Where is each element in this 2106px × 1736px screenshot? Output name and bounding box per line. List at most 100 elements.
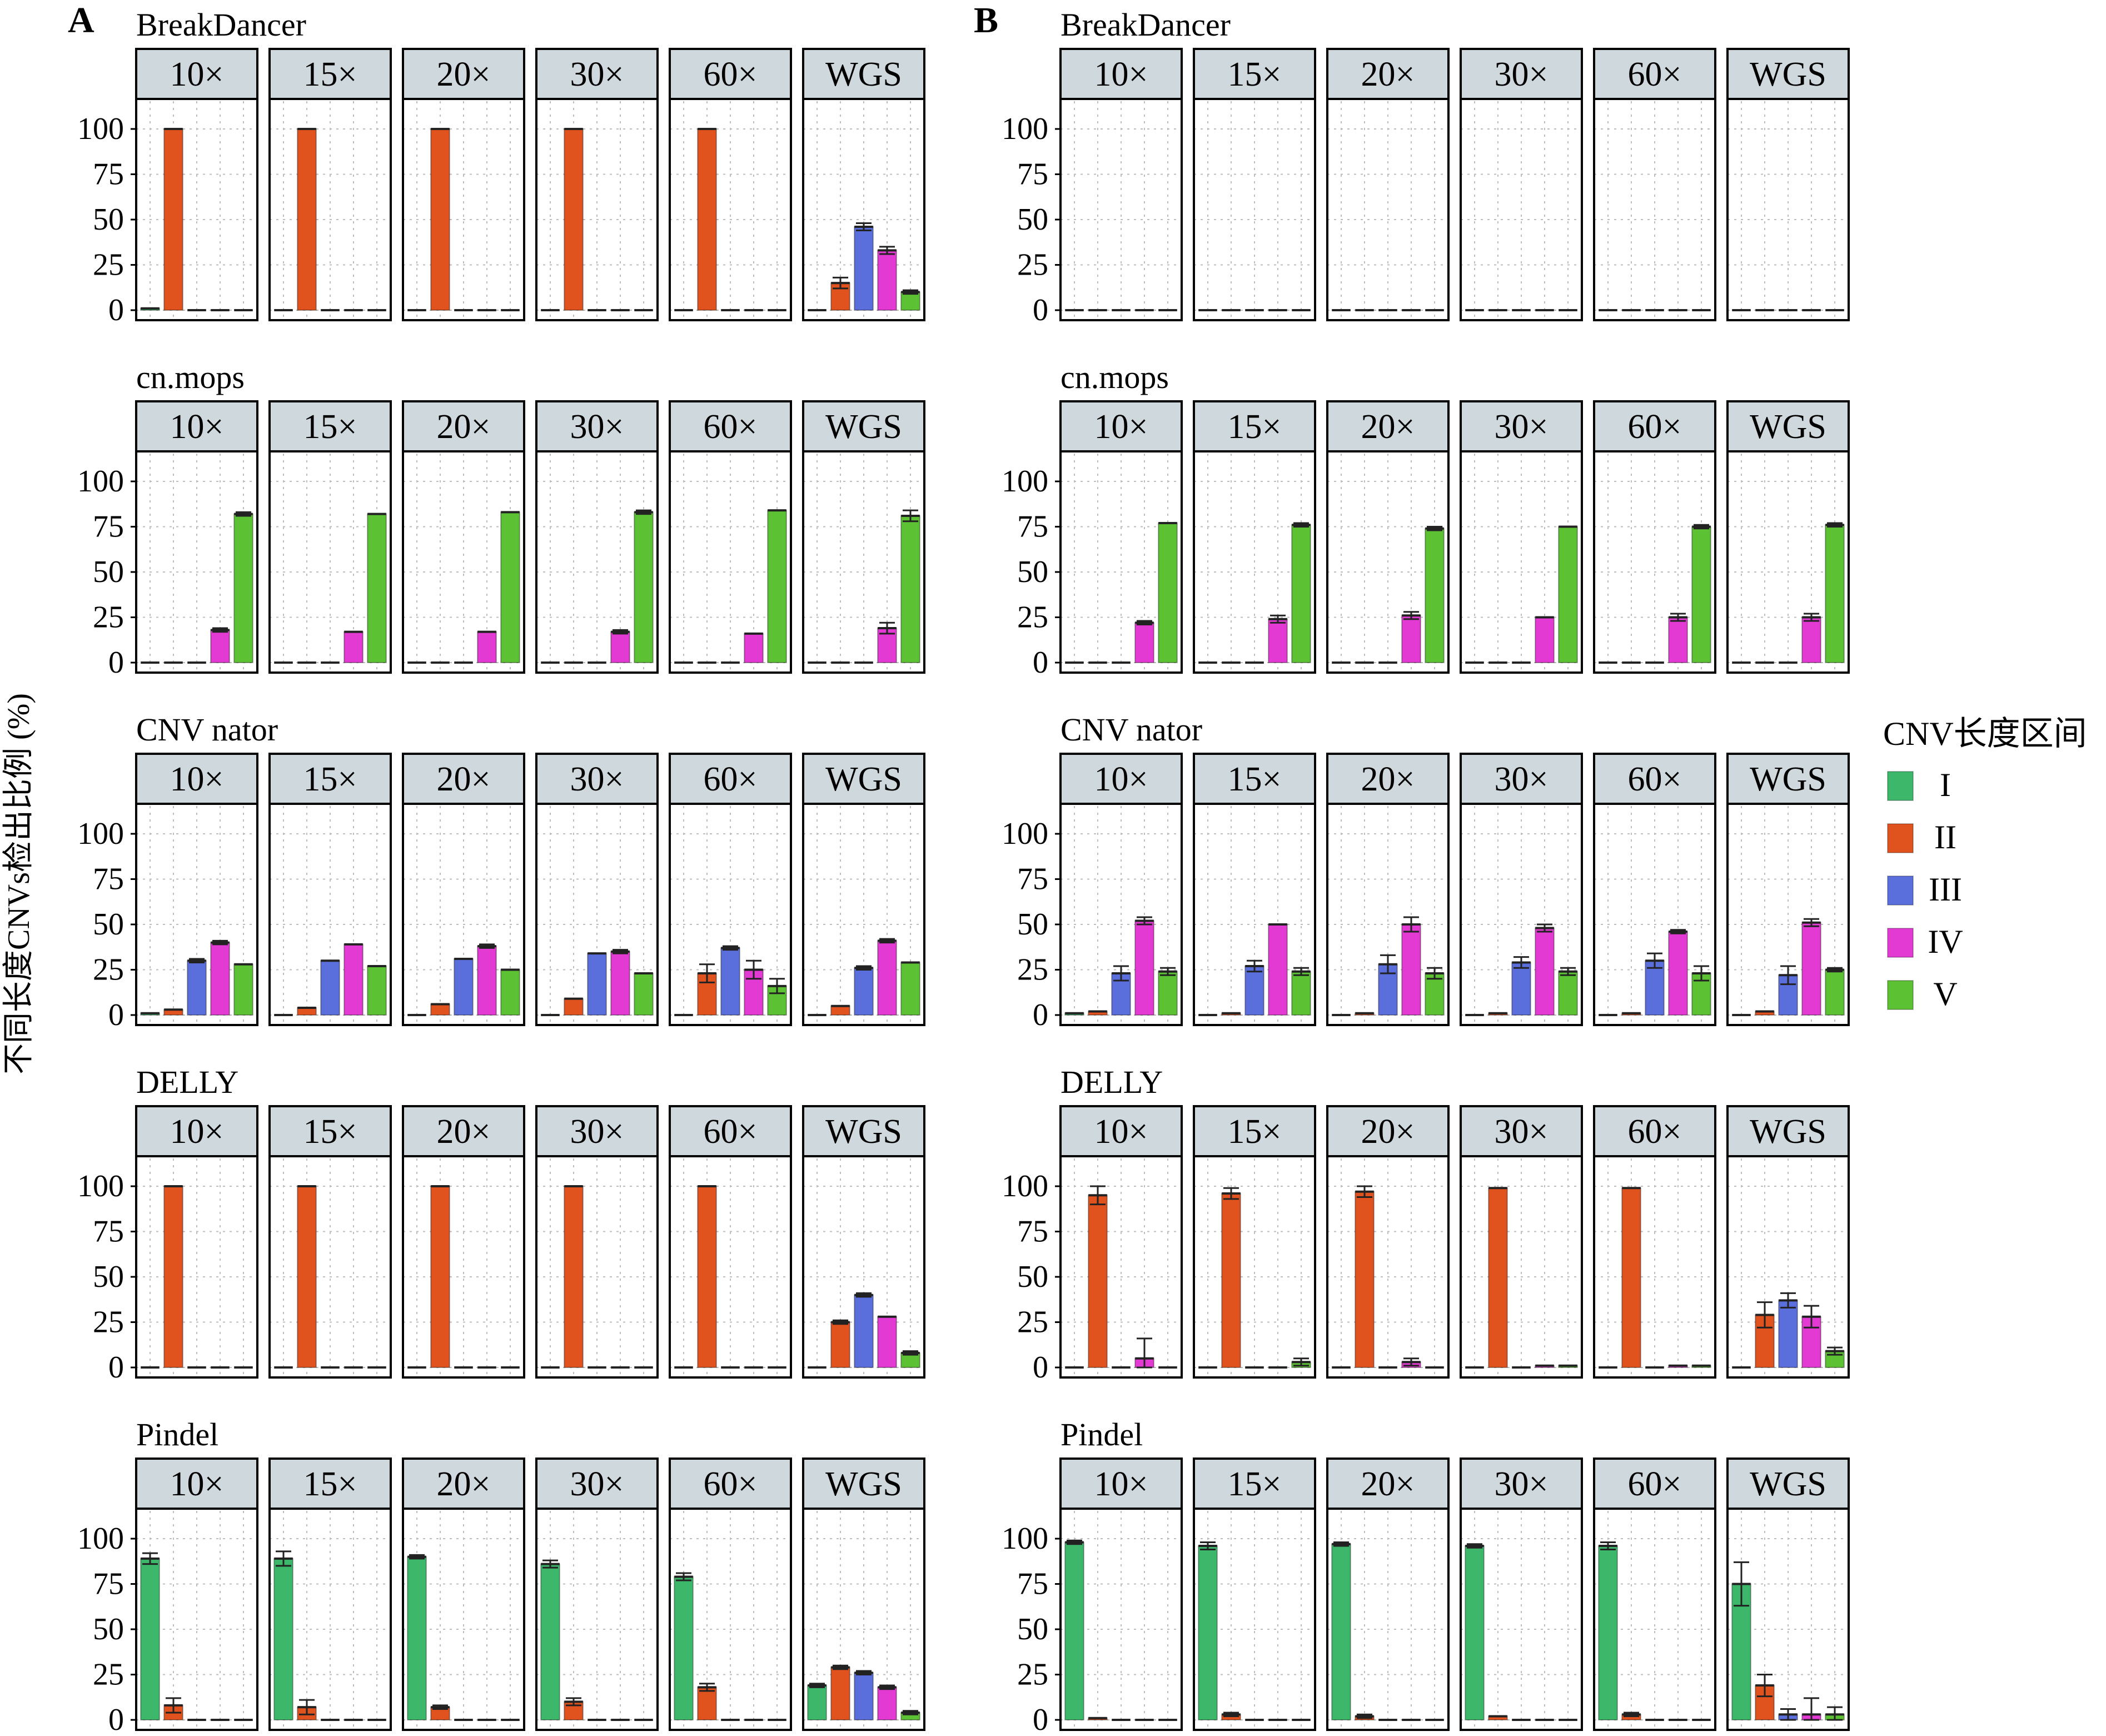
facet-strip xyxy=(1460,48,1583,100)
y-tick-label: 0 xyxy=(108,1703,124,1736)
facet: WGS xyxy=(1726,1458,1850,1731)
facet-label: 15× xyxy=(1228,1113,1282,1151)
facet-strip xyxy=(135,400,258,452)
y-tick-label: 50 xyxy=(1017,555,1048,589)
plot-frame xyxy=(669,1155,792,1379)
plot-frame xyxy=(1726,803,1850,1026)
facet-label: WGS xyxy=(1750,1113,1826,1151)
plot-frame xyxy=(1059,1508,1183,1731)
y-tick-label: 100 xyxy=(1002,464,1048,499)
facet: 30× xyxy=(1460,1458,1583,1731)
bar-IV xyxy=(210,942,230,1016)
facet: 30× xyxy=(535,1458,659,1731)
facet: 15× xyxy=(1193,753,1316,1026)
facet-strip xyxy=(802,753,925,805)
plot-frame xyxy=(268,803,392,1026)
tool-title: CNV nator xyxy=(1061,712,1202,748)
y-tick-label: 50 xyxy=(93,907,124,942)
bar-I xyxy=(1465,1545,1485,1721)
plot-frame xyxy=(535,1508,659,1731)
plot-frame xyxy=(669,803,792,1026)
facet-label: WGS xyxy=(825,1465,902,1503)
tool-row: DELLY 0 25 50 75 100 10× 15× 20× 30× 60× WGS xyxy=(77,1064,925,1385)
legend-swatch-II xyxy=(1887,823,1914,853)
tool-row: Pindel 0 25 50 75 100 10× 15× 20× 30× 60× WGS xyxy=(77,1416,925,1736)
facet: 60× xyxy=(669,48,792,321)
facet-strip xyxy=(135,48,258,100)
tool-row: cn.mops 0 25 50 75 100 10× 15× 20× 30× 60× WGS xyxy=(77,359,925,680)
facet: 20× xyxy=(402,753,525,1026)
legend-label: III xyxy=(1929,871,1962,908)
plot-frame xyxy=(1326,98,1450,321)
bar-III xyxy=(587,953,607,1016)
facet: 60× xyxy=(669,400,792,674)
plot-frame xyxy=(535,98,659,321)
plot-frame xyxy=(802,1155,925,1379)
facet-strip xyxy=(402,753,525,805)
y-tick-label: 50 xyxy=(1017,1612,1048,1647)
plot-frame xyxy=(1193,803,1316,1026)
plot-frame xyxy=(402,450,525,674)
legend-swatch-III xyxy=(1887,876,1914,906)
facet-label: WGS xyxy=(825,56,902,93)
facet-label: 15× xyxy=(303,1113,357,1151)
facet-label: 30× xyxy=(570,1113,624,1151)
bar-IV xyxy=(1801,616,1821,663)
y-tick-label: 100 xyxy=(1002,112,1048,146)
facet-strip xyxy=(268,400,392,452)
tool-row: Pindel 0 25 50 75 100 10× 15× 20× 30× 60× WGS xyxy=(1002,1416,1850,1736)
facet-strip xyxy=(1326,48,1450,100)
y-tick-label: 25 xyxy=(1017,248,1048,282)
plot-frame xyxy=(669,450,792,674)
facet-label: 15× xyxy=(303,1465,357,1503)
facet-strip xyxy=(1593,48,1716,100)
legend-swatch-I xyxy=(1887,771,1914,801)
tool-title: cn.mops xyxy=(1061,359,1169,395)
y-axis-label: 不同长度CNVs检出比例 (%) xyxy=(2,693,36,1075)
y-tick-label: 75 xyxy=(93,862,124,897)
facet-strip xyxy=(1460,1458,1583,1510)
bar-IV xyxy=(1668,616,1688,663)
y-tick-label: 25 xyxy=(1017,1305,1048,1340)
bar-IV xyxy=(1401,924,1421,1016)
plot-frame xyxy=(1059,450,1183,674)
facet-label: 60× xyxy=(704,56,758,93)
plot-frame xyxy=(1193,98,1316,321)
plot-frame xyxy=(402,1155,525,1379)
plot-frame xyxy=(669,98,792,321)
y-tick-label: 75 xyxy=(1017,1215,1048,1249)
plot-frame xyxy=(135,450,258,674)
facet-label: WGS xyxy=(825,1113,902,1151)
y-tick-label: 100 xyxy=(77,112,124,146)
y-tick-label: 100 xyxy=(1002,1521,1048,1556)
bar-IV xyxy=(343,631,364,663)
bar-IV xyxy=(1401,615,1421,663)
bar-II xyxy=(564,128,584,311)
facet-label: 10× xyxy=(170,1465,224,1503)
bar-V xyxy=(634,511,654,663)
facet-label: 60× xyxy=(704,760,758,798)
tool-row: CNV nator 0 25 50 75 100 10× 15× 20× 30× 60× WGS xyxy=(1002,712,1850,1032)
facet-label: 20× xyxy=(1361,1113,1415,1151)
plot-frame xyxy=(802,803,925,1026)
bar-III xyxy=(454,958,474,1016)
bar-IV xyxy=(477,631,497,663)
y-tick-label: 100 xyxy=(77,1521,124,1556)
facet: 30× xyxy=(535,400,659,674)
facet-strip xyxy=(1059,1458,1183,1510)
bar-IV xyxy=(1535,616,1555,663)
plot-frame xyxy=(535,803,659,1026)
facet-label: WGS xyxy=(1750,760,1826,798)
bar-IV xyxy=(210,629,230,663)
plot-frame xyxy=(802,450,925,674)
plot-frame xyxy=(268,1155,392,1379)
facet-strip xyxy=(268,48,392,100)
plot-frame xyxy=(402,1508,525,1731)
facet: WGS xyxy=(802,400,925,674)
facet-strip xyxy=(669,753,792,805)
facet-label: 60× xyxy=(1628,1465,1682,1503)
tool-row: DELLY 0 25 50 75 100 10× 15× 20× 30× 60× WGS xyxy=(1002,1064,1850,1385)
bar-IV xyxy=(610,631,630,663)
